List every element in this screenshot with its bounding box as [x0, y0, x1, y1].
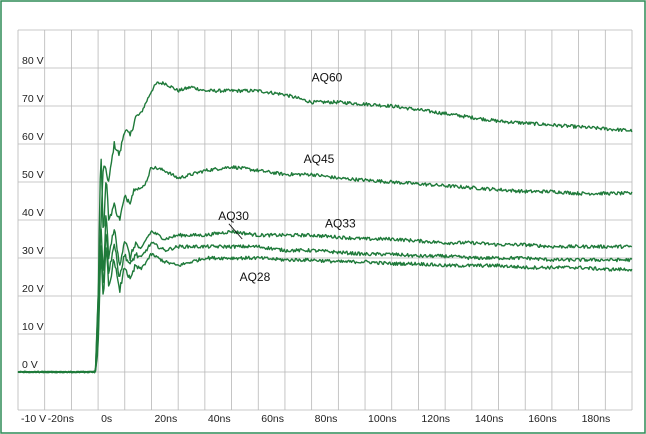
- x-tick-label: 60ns: [261, 413, 284, 425]
- series-label-aq60: AQ60: [312, 70, 343, 84]
- x-tick-label: -10 V: [21, 413, 46, 425]
- series-line-aq33: [17, 233, 633, 374]
- y-tick-label: 10 V: [22, 321, 44, 333]
- label-layer: 0 V 10 V 20 V 30 V 40 V 50 V 60 V 70 V 80 V -10 V…: [21, 55, 610, 425]
- x-tick-label: 140ns: [475, 413, 504, 425]
- series-layer: [17, 81, 633, 374]
- x-tick-label: 120ns: [421, 413, 450, 425]
- y-tick-label: 40 V: [22, 207, 44, 219]
- series-line-aq45: [17, 158, 633, 374]
- x-tick-label: 160ns: [528, 413, 557, 425]
- x-tick-label: 180ns: [582, 413, 611, 425]
- series-label-aq33: AQ33: [325, 217, 356, 231]
- series-line-aq28: [17, 247, 633, 374]
- y-tick-label: 20 V: [22, 283, 44, 295]
- x-tick-label: 20ns: [154, 413, 177, 425]
- series-label-aq28: AQ28: [240, 270, 271, 284]
- x-tick-label: 80ns: [315, 413, 338, 425]
- series-label-aq30: AQ30: [218, 209, 249, 223]
- series-line-aq30: [17, 215, 633, 374]
- x-tick-label: 0s: [101, 413, 112, 425]
- y-tick-label: 70 V: [22, 93, 44, 105]
- y-tick-label: 80 V: [22, 55, 44, 67]
- x-tick-label: -20ns: [48, 413, 74, 425]
- x-tick-label: 40ns: [208, 413, 231, 425]
- y-tick-label: 50 V: [22, 169, 44, 181]
- annotation-leader-aq30: [228, 223, 243, 240]
- y-tick-label: 60 V: [22, 131, 44, 143]
- x-tick-label: 100ns: [368, 413, 397, 425]
- y-tick-label: 0 V: [22, 359, 38, 371]
- series-label-aq45: AQ45: [304, 152, 335, 166]
- series-line-aq60: [17, 81, 633, 374]
- y-tick-label: 30 V: [22, 245, 44, 257]
